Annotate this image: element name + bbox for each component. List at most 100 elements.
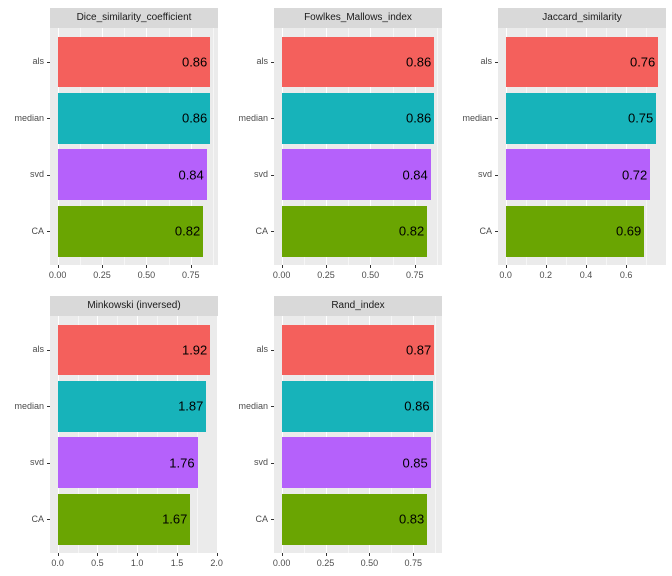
bar-median: 0.86	[281, 380, 433, 432]
grid-line-minor	[347, 316, 349, 553]
bar-median: 0.86	[281, 92, 435, 144]
grid-line-major	[413, 316, 415, 553]
x-tick-label: 0.25	[93, 270, 111, 280]
y-axis-label-svd: svd	[253, 457, 268, 468]
grid-line-minor	[213, 28, 214, 265]
bar-value-label: 0.86	[404, 398, 430, 414]
bar-als: 0.76	[505, 36, 659, 88]
grid-line-major	[505, 28, 507, 265]
facet-title: Fowlkes_Mallows_index	[304, 12, 412, 23]
y-axis-label-median: median	[238, 112, 268, 123]
y-tick-mark	[47, 462, 50, 464]
y-tick-mark	[47, 118, 50, 120]
grid-line-minor	[196, 316, 198, 553]
facet-title: Jaccard_similarity	[542, 12, 622, 23]
x-tick-mark	[146, 265, 148, 268]
x-tick-mark	[369, 553, 371, 556]
facet-strip: Dice_similarity_coefficient	[50, 8, 218, 28]
grid-line-minor	[391, 316, 393, 553]
grid-line-major	[102, 28, 103, 265]
grid-line-major	[177, 316, 178, 553]
y-axis-label-svd: svd	[477, 169, 492, 180]
x-tick-label: 0.0	[51, 558, 64, 568]
x-tick-label: 0.0	[499, 270, 512, 280]
grid-line-minor	[79, 28, 81, 265]
y-axis-label-svd: svd	[29, 169, 44, 180]
bar-als: 1.92	[57, 324, 211, 376]
x-tick-mark	[281, 553, 283, 556]
grid-line-minor	[348, 28, 350, 265]
plot-area: 0.76 0.75 0.72 0.69	[498, 28, 666, 265]
y-tick-mark	[271, 519, 274, 521]
grid-line-major	[545, 28, 547, 265]
facet-strip: Rand_index	[274, 296, 442, 316]
facet-strip: Minkowski (inversed)	[50, 296, 218, 316]
x-tick-mark	[97, 553, 99, 556]
y-axis-label-als: als	[480, 56, 492, 67]
x-tick-label: 0.00	[272, 270, 291, 280]
bar-value-label: 0.86	[405, 54, 432, 70]
bar-value-label: 0.76	[629, 54, 656, 70]
x-tick-mark	[586, 265, 587, 268]
facet-title: Rand_index	[331, 300, 385, 311]
x-tick-mark	[505, 265, 507, 268]
x-tick-mark	[413, 553, 415, 556]
bar-als: 0.87	[281, 324, 435, 376]
grid-line-minor	[606, 28, 608, 265]
y-axis-label-als: als	[32, 56, 44, 67]
y-tick-mark	[47, 174, 50, 176]
bar-value-label: 0.84	[178, 167, 204, 183]
bar-value-label: 0.75	[627, 110, 654, 126]
x-tick-label: 0.00	[272, 558, 291, 568]
x-tick-mark	[545, 265, 547, 268]
plot-area: 1.92 1.87 1.76 1.67	[50, 316, 218, 553]
x-tick-label: 0.75	[406, 270, 424, 280]
bar-value-label: 1.67	[162, 511, 188, 527]
facet-strip: Fowlkes_Mallows_index	[274, 8, 442, 28]
grid-line-major	[57, 316, 59, 553]
bar-value-label: 0.85	[402, 455, 428, 471]
bar-median: 0.86	[57, 92, 211, 144]
grid-line-major	[325, 316, 327, 553]
y-axis-label-ca: CA	[31, 513, 44, 524]
x-tick-label: 1.5	[170, 558, 184, 568]
facet-panel-fowlkes-mallows-index: Fowlkes_Mallows_index 0.86 0.86 0.84 0.82 0.0…	[224, 0, 448, 288]
grid-line-minor	[303, 316, 305, 553]
x-tick-label: 0.4	[579, 270, 593, 280]
grid-line-major	[586, 28, 587, 265]
bar-value-label: 0.86	[405, 110, 432, 126]
bar-value-label: 0.82	[398, 223, 425, 239]
grid-line-major	[57, 28, 59, 265]
y-axis-label-ca: CA	[255, 513, 268, 524]
y-tick-mark	[495, 61, 498, 63]
grid-line-major	[370, 28, 372, 265]
grid-line-minor	[525, 28, 527, 265]
grid-line-major	[281, 316, 283, 553]
grid-line-minor	[437, 28, 438, 265]
plot-area: 0.86 0.86 0.84 0.82	[50, 28, 218, 265]
bar-value-label: 0.69	[615, 223, 642, 239]
x-tick-mark	[102, 265, 103, 268]
x-tick-label: 0.00	[48, 270, 67, 280]
grid-line-minor	[77, 316, 79, 553]
grid-line-major	[326, 28, 327, 265]
y-axis-label-als: als	[256, 344, 268, 355]
x-tick-label: 0.50	[361, 270, 380, 280]
grid-line-minor	[392, 28, 394, 265]
grid-line-minor	[435, 316, 437, 553]
y-tick-mark	[47, 231, 50, 233]
bar-value-label: 1.87	[178, 398, 204, 414]
y-tick-mark	[271, 462, 274, 464]
y-axis-label-median: median	[14, 400, 44, 411]
bar-ca: 0.82	[57, 205, 204, 257]
grid-line-major	[137, 316, 139, 553]
y-axis-label-median: median	[14, 112, 44, 123]
grid-line-major	[97, 316, 99, 553]
bar-value-label: 0.82	[174, 223, 201, 239]
y-tick-mark	[47, 349, 50, 351]
bar-svd: 1.76	[57, 437, 198, 489]
grid-line-minor	[565, 28, 567, 265]
grid-line-major	[626, 28, 628, 265]
grid-line-major	[281, 28, 283, 265]
x-tick-mark	[137, 553, 139, 556]
